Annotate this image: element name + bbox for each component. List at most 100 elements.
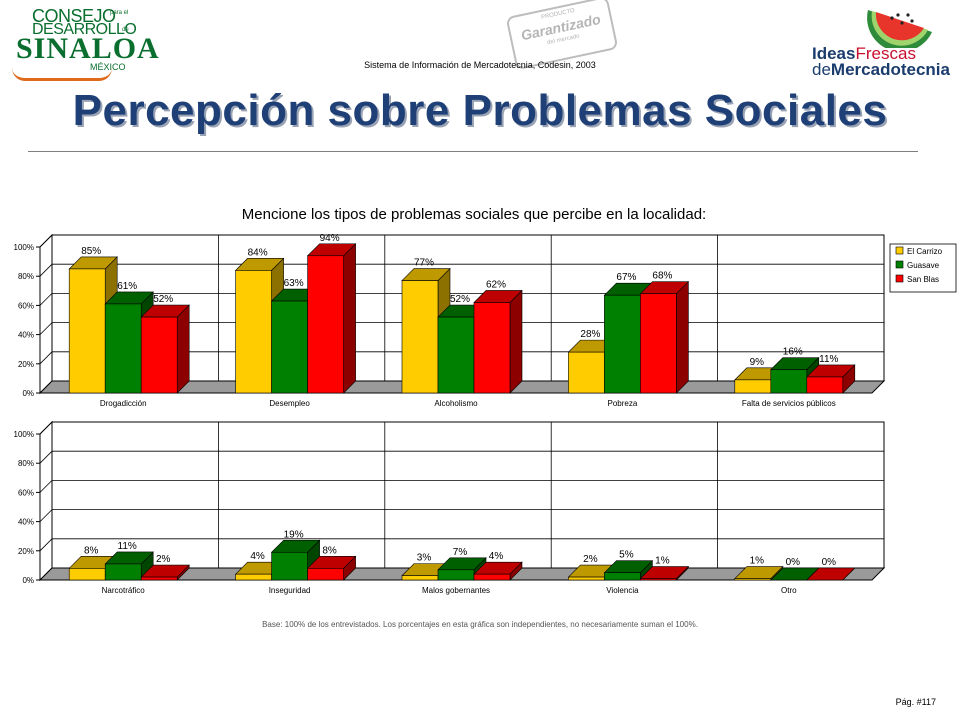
chart-1-data-label: 11% (118, 541, 137, 552)
chart-0-data-label: 9% (750, 357, 765, 368)
chart-1-bar-3-0-front (568, 576, 605, 581)
chart-0-category-label: Drogadicción (100, 399, 147, 408)
page-number: Pág. #117 (895, 697, 936, 707)
chart-0-y-tick-label: 0% (22, 389, 34, 398)
chart-1-gridline-side (39, 538, 53, 552)
chart-1-category-label: Narcotráfico (102, 586, 146, 595)
chart-1-data-label: 4% (489, 551, 504, 562)
chart-0-legend-swatch (895, 274, 904, 283)
logo-ideas-frescas: IdeasFrescas (812, 44, 916, 64)
chart-0-side-wall (39, 233, 53, 395)
chart-0-gridline-side (39, 263, 53, 277)
chart-0-category-label: Desempleo (269, 399, 310, 408)
chart-0-data-label: 16% (783, 347, 803, 358)
chart-0-y-tick-label: 20% (18, 360, 34, 369)
chart-1-y-tick-label: 40% (18, 518, 34, 527)
chart-1-category-label: Inseguridad (269, 586, 311, 595)
chart-0-bar-4-2-front (806, 376, 844, 394)
chart-1-gridline-side (39, 480, 53, 493)
chart-1-gridline-side (39, 509, 53, 522)
chart-1-data-label: 5% (619, 550, 634, 561)
chart-0-category-label: Falta de servicios públicos (742, 399, 836, 408)
watermelon-icon (867, 10, 932, 48)
chart-title: Mencione los tipos de problemas sociales… (242, 206, 706, 223)
chart-1-y-tick-label: 80% (18, 459, 34, 468)
chart-0-legend-label: El Carrizo (907, 247, 943, 256)
chart-1-gridline-side (39, 421, 53, 435)
chart-1-data-label: 2% (583, 554, 598, 565)
chart-0-bar-3-1-front (604, 294, 641, 394)
chart-0-data-label: 63% (284, 278, 304, 289)
chart-1-bar-2-2-front (473, 573, 511, 581)
chart-0-bar-1-0-front (235, 270, 272, 394)
chart-1-data-label: 4% (250, 551, 265, 562)
chart-0-bar-2-1-front (437, 316, 475, 394)
chart-0-bar-0-0-front (68, 268, 106, 394)
chart-1-gridline-side (39, 450, 53, 464)
chart-0-bar-1-2-side (343, 243, 356, 394)
chart-0-data-label: 62% (486, 279, 506, 290)
logo-de-mercadotecnia: deMercadotecnia (812, 60, 950, 80)
chart-1-side-wall (39, 420, 53, 582)
chart-0-bar-1-2-front (307, 255, 344, 394)
chart-0-data-label: 28% (580, 329, 600, 340)
chart-0-category-label: Pobreza (608, 399, 638, 408)
chart-1-y-tick-label: 20% (18, 547, 34, 556)
chart-0-legend-swatch (895, 260, 904, 269)
chart-1-data-label: 1% (750, 556, 765, 567)
chart-0-data-label: 61% (117, 281, 137, 292)
chart-1-bar-1-1-front (271, 551, 308, 581)
chart-1-category-label: Malos gobernantes (422, 586, 490, 595)
chart-1-data-label: 2% (156, 554, 171, 565)
chart-0-data-label: 84% (248, 247, 268, 258)
chart-0-y-tick-label: 100% (14, 243, 34, 252)
chart-0-data-label: 67% (616, 272, 636, 283)
chart-1-bar-0-0-front (68, 568, 106, 581)
chart-0-bar-3-2-side (676, 280, 689, 394)
chart-0-gridline-side (39, 351, 53, 365)
logo-line-para-el: para el (110, 10, 129, 16)
chart-1-data-label: 0% (822, 557, 837, 568)
chart-0-data-label: 85% (81, 246, 101, 257)
chart-0-bar-3-0-front (568, 351, 605, 394)
chart-0-bar-2-2-side (509, 289, 523, 394)
chart-0-gridline-side (39, 234, 53, 248)
logo-frescas-word: Frescas (855, 44, 916, 63)
logo-line-sinaloa: SINALOA (16, 32, 160, 65)
logo-line-mexico: MÉXICO (90, 62, 126, 72)
chart-0-bar-2-2-front (473, 302, 511, 394)
chart-0-gridline-side (39, 293, 53, 306)
consejo-sinaloa-logo: CONSEJO para el DESARROLLO de SINALOA MÉ… (10, 4, 160, 81)
chart-0-bar-0-1-front (104, 303, 142, 394)
chart-1-bar-1-2-front (307, 568, 344, 581)
chart-1-bar-2-1-front (437, 569, 475, 581)
chart-0-bar-0-2-front (140, 316, 178, 394)
chart-0-bar-4-0-front (734, 379, 772, 394)
logo-line-consejo: CONSEJO (32, 6, 116, 26)
logo-line-de: de (122, 27, 129, 33)
chart-0-data-label: 11% (819, 354, 838, 365)
chart-0-y-tick-label: 40% (18, 331, 34, 340)
chart-1-y-tick-label: 60% (18, 488, 34, 497)
chart-0-bar-3-2-front (640, 293, 677, 394)
chart-0-bar-2-0-front (401, 280, 439, 394)
chart-0-gridline-side (39, 322, 53, 335)
page-title: Percepción sobre Problemas Sociales (72, 86, 888, 135)
chart-1-data-label: 8% (84, 545, 99, 556)
chart-1-y-tick-label: 100% (14, 430, 34, 439)
chart-0-bar-1-1-front (271, 300, 308, 394)
chart-1-bar-1-0-front (235, 573, 272, 581)
ideas-frescas-logo: IdeasFrescas deMercadotecnia (812, 4, 957, 79)
chart-0-data-label: 94% (320, 233, 340, 244)
chart-1-data-label: 1% (655, 556, 670, 567)
chart-1-data-label: 8% (322, 545, 337, 556)
logo-swoosh (12, 68, 112, 81)
chart-1-data-label: 3% (417, 553, 432, 564)
chart-1-back-wall (51, 421, 885, 569)
footnote-base: Base: 100% de los entrevistados. Los por… (262, 620, 698, 629)
chart-1-bar-4-0-front (734, 578, 772, 581)
chart-0-data-label: 77% (414, 258, 434, 269)
chart-1-data-label: 0% (786, 557, 801, 568)
chart-0-data-label: 68% (652, 271, 672, 282)
